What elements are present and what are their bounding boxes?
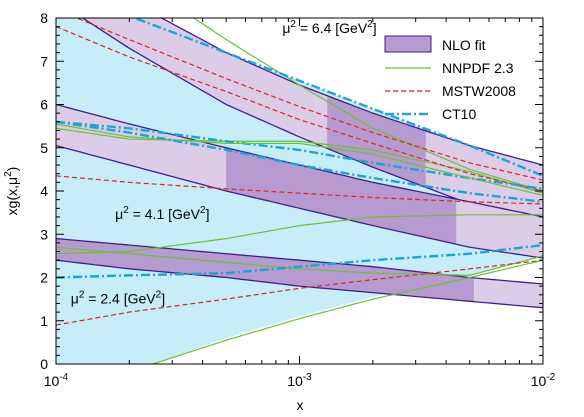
ct10-upper-1: [56, 120, 543, 204]
y-axis-title-main: xg(x,μ: [4, 177, 20, 215]
nlo-band-edge-upper-2: [56, 237, 543, 285]
nnpdf-upper-1: [56, 123, 543, 196]
ct10-upper-0: [131, 18, 543, 177]
annotation-s64: μ2 = 6.4 [GeV2]: [282, 19, 376, 36]
y-tick-label: 6: [40, 97, 48, 113]
annotation-part: 2: [156, 289, 162, 300]
annotation-s41: μ2 = 4.1 [GeV2]: [115, 205, 209, 222]
legend: NLO fit NNPDF 2.3 MSTW2008 CT10: [384, 35, 516, 122]
plot-area: [56, 18, 543, 364]
legend-label-nlo: NLO fit: [442, 37, 486, 53]
y-tick-label: 7: [40, 53, 48, 69]
nlo-band-edge-lower-2: [56, 259, 543, 309]
annotation-part: 2: [79, 289, 85, 300]
annotation-part: 2: [200, 205, 206, 216]
annotation-part: = 6.4 [GeV: [296, 20, 368, 36]
nlo-band-edge-lower-1: [56, 144, 543, 259]
y-axis-title-close: ): [4, 167, 20, 172]
annotation-part: = 4.1 [GeV: [129, 206, 201, 222]
x-tick-label-exp: -2: [546, 372, 555, 383]
x-tick-label-base: 10: [531, 373, 547, 389]
x-tick-label-exp: -4: [59, 372, 68, 383]
annotation-part: μ: [115, 206, 123, 222]
annotation-part: = 2.4 [GeV: [84, 290, 156, 306]
mstw-upper-2: [56, 259, 543, 326]
x-tick-label: 10-2: [531, 372, 556, 389]
pdf-curves: [56, 18, 543, 364]
scale-annotations: μ2 = 6.4 [GeV2]μ2 = 4.1 [GeV2]μ2 = 2.4 […: [71, 19, 377, 306]
annotation-part: 2: [367, 19, 373, 30]
legend-swatch-nlo: [384, 35, 432, 53]
x-tick-label-base: 10: [44, 373, 60, 389]
annotation-part: ]: [206, 206, 210, 222]
x-tick-label-exp: -3: [303, 372, 312, 383]
annotation-part: ]: [373, 20, 377, 36]
annotation-part: 2: [290, 19, 296, 30]
nlo-band-edge-upper-1: [56, 103, 543, 218]
mstw-upper-0: [75, 18, 543, 181]
x-tick-label: 10-4: [44, 372, 69, 389]
nnpdf-lower-0: [56, 127, 543, 194]
nnpdf-lower-bottom: [152, 259, 543, 364]
y-axis-title-sup: 2: [3, 171, 14, 177]
x-tick-label: 10-3: [287, 372, 312, 389]
nlo-band-fitted-1: [226, 147, 457, 245]
y-axis-title: xg(x,μ2): [3, 167, 20, 216]
x-axis-title: x: [297, 397, 304, 413]
y-tick-label: 2: [40, 270, 48, 286]
annotation-part: μ: [282, 20, 290, 36]
nnpdf-lower-1: [56, 214, 543, 255]
annotation-part: 2: [123, 205, 129, 216]
nnpdf-upper-2: [56, 246, 543, 276]
y-tick-label: 8: [40, 10, 48, 26]
y-tick-label: 4: [40, 183, 48, 199]
y-tick-label: 3: [40, 226, 48, 242]
mstw-upper-1: [56, 175, 543, 205]
x-tick-label-base: 10: [287, 373, 303, 389]
axis-ticks: [55, 17, 544, 365]
y-tick-label: 1: [40, 313, 48, 329]
annotation-part: ]: [161, 290, 165, 306]
ct10-upper-2: [56, 243, 543, 279]
legend-label-mstw: MSTW2008: [442, 83, 516, 99]
y-tick-label: 0: [40, 356, 48, 372]
nlo-band-fitted-0: [327, 95, 426, 188]
annotation-part: μ: [71, 290, 79, 306]
legend-label-ct10: CT10: [442, 106, 476, 122]
legend-label-nnpdf: NNPDF 2.3: [442, 60, 514, 76]
ct10-lower-0: [56, 120, 543, 191]
nnpdf-upper-0: [192, 18, 543, 192]
y-tick-label: 5: [40, 140, 48, 156]
annotation-s24: μ2 = 2.4 [GeV2]: [71, 289, 165, 306]
mstw-lower-0: [56, 26, 543, 192]
